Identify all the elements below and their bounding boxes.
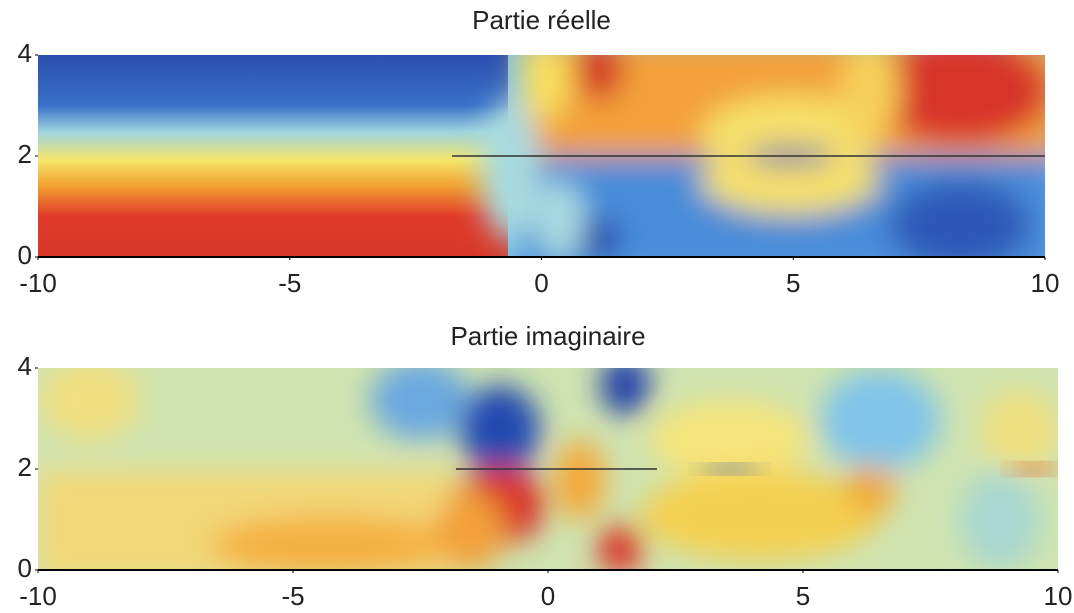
x-tick-label: -10 xyxy=(19,581,57,611)
x-tick-label: 5 xyxy=(796,581,810,611)
chart-title: Partie imaginaire xyxy=(450,321,645,351)
x-tick-label: -10 xyxy=(19,268,57,298)
x-tick-label: 0 xyxy=(541,581,555,611)
y-tick-label: 0 xyxy=(18,240,32,270)
y-tick-label: 2 xyxy=(18,452,32,482)
x-tick-label: 5 xyxy=(786,268,800,298)
chart-title: Partie réelle xyxy=(472,5,611,35)
x-tick-label: 10 xyxy=(1044,581,1073,611)
y-tick-label: 4 xyxy=(18,351,32,381)
heatmap-field xyxy=(38,368,1058,570)
y-tick-label: 0 xyxy=(18,553,32,583)
x-tick-label: 0 xyxy=(534,268,548,298)
y-tick-label: 2 xyxy=(18,139,32,169)
heatmap-field xyxy=(38,55,1045,257)
x-tick-label: -5 xyxy=(281,581,304,611)
x-tick-label: -5 xyxy=(278,268,301,298)
y-tick-label: 4 xyxy=(18,38,32,68)
x-tick-label: 10 xyxy=(1031,268,1060,298)
